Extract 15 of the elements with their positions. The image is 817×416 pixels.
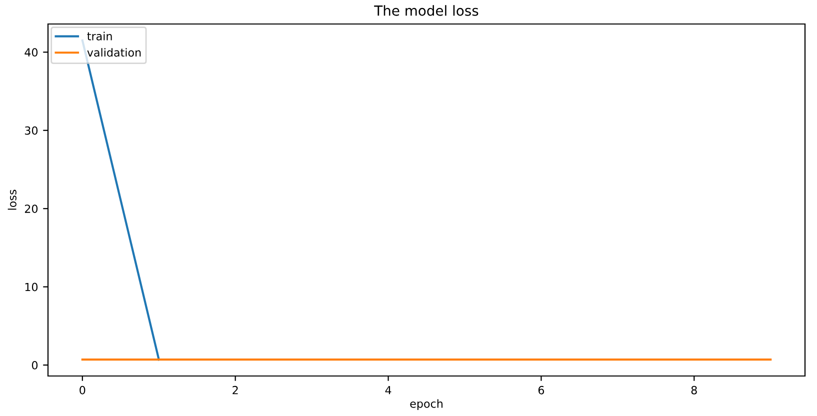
y-tick-label: 0 [32,361,38,370]
y-tick-label: 20 [24,204,38,213]
x-axis-title: epoch [410,399,442,410]
x-tick-label: 8 [691,386,697,394]
legend-label: train [87,32,112,40]
x-tick-label: 2 [232,386,238,394]
x-tick-label: 6 [538,386,544,394]
x-tick-label: 4 [385,386,392,394]
chart-title: The model loss [374,5,478,16]
y-tick-label: 40 [24,48,38,57]
y-axis-title: loss [8,190,16,210]
y-tick-label: 10 [25,282,38,292]
legend-label: validation [87,48,141,57]
y-tick-label: 30 [24,126,38,135]
x-tick-label: 0 [80,386,86,394]
